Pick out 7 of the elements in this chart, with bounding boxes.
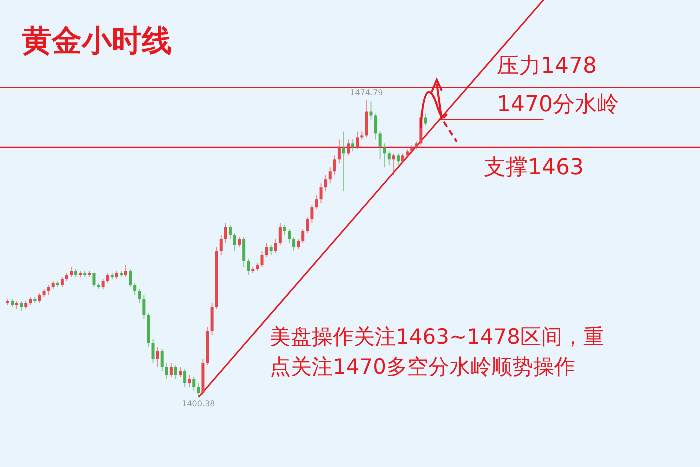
ref-line-label: 压力1478 <box>497 54 597 79</box>
ref-line-label: 1470分水岭 <box>497 92 619 118</box>
annotation: 1400.38 <box>182 400 216 409</box>
ref-line-label: 支撑1463 <box>484 156 584 181</box>
text: 黄金小时线 <box>22 24 172 59</box>
annotation: 1474.79 <box>350 88 384 98</box>
annotation: 美盘操作关注1463~1478区间，重点关注1470多空分水岭顺势操作 <box>270 325 604 379</box>
